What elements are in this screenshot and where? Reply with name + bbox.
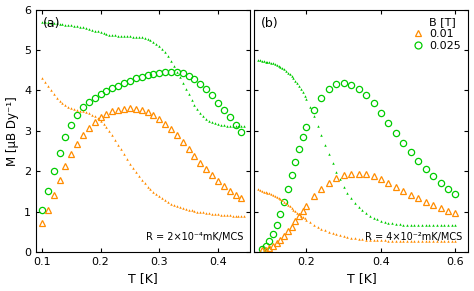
Text: (a): (a) <box>43 17 60 30</box>
Text: R = 2×10⁻⁴mK/MCS: R = 2×10⁻⁴mK/MCS <box>146 232 244 242</box>
X-axis label: T [K]: T [K] <box>128 272 158 285</box>
Text: R = 4×10⁻²mK/MCS: R = 4×10⁻²mK/MCS <box>365 232 462 242</box>
Text: (b): (b) <box>261 17 278 30</box>
Y-axis label: M [μB Dy⁻¹]: M [μB Dy⁻¹] <box>6 96 18 166</box>
X-axis label: T [K]: T [K] <box>346 272 376 285</box>
Legend: B [T], 0.01, 0.025: B [T], 0.01, 0.025 <box>409 15 463 53</box>
